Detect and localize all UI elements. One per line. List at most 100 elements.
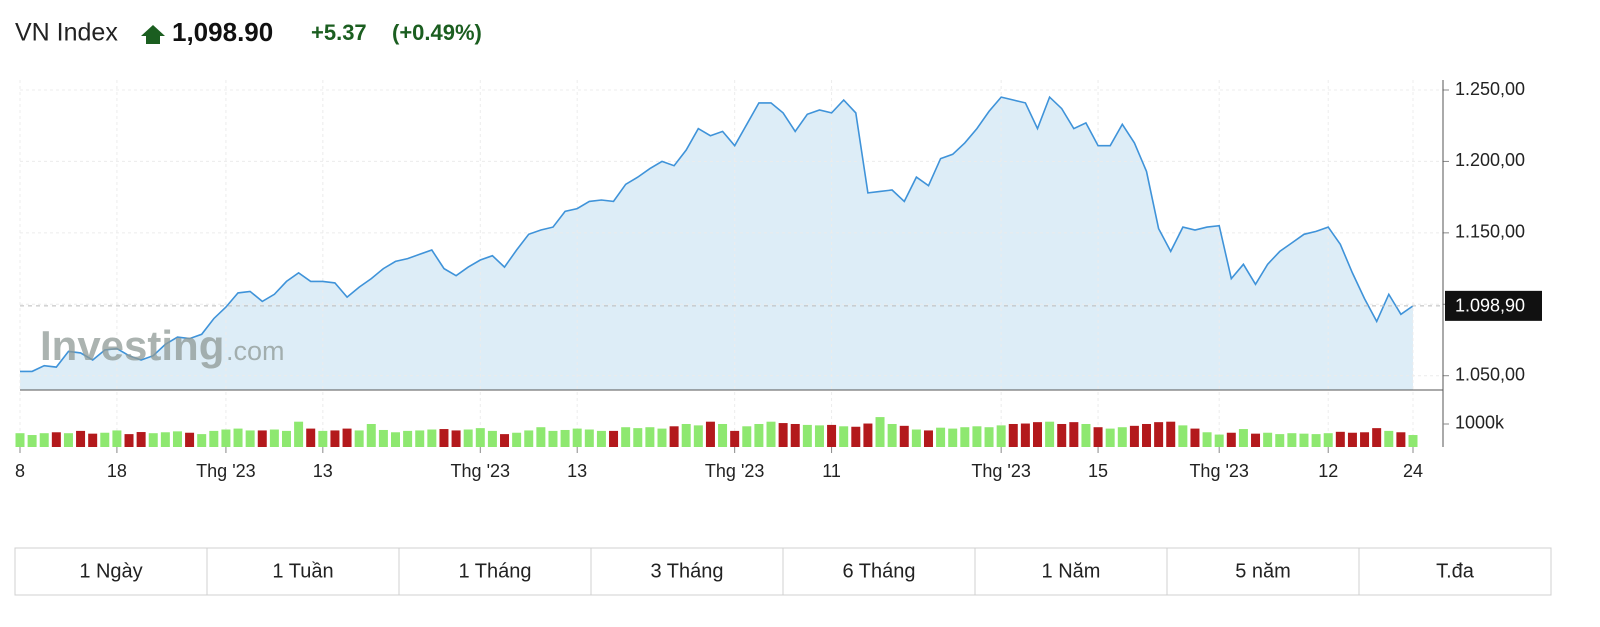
volume-bar [790, 423, 800, 447]
volume-bar [705, 421, 715, 447]
volume-bar [391, 432, 401, 447]
button-frame[interactable] [14, 547, 208, 596]
button-label[interactable]: 6 Tháng [842, 560, 915, 582]
range-button[interactable]: 5 năm [1166, 547, 1360, 596]
range-button[interactable]: T.đa [1358, 547, 1552, 596]
volume-bar [827, 424, 837, 447]
x-tick-label: Thg '23 [1189, 461, 1248, 481]
volume-bar [814, 425, 824, 447]
volume-bar [209, 430, 219, 447]
volume-bar [548, 430, 558, 447]
volume-bar [584, 429, 594, 447]
index-change-percent: (+0.49%) [392, 20, 482, 45]
index-price: 1,098.90 [172, 17, 273, 47]
volume-bar [1396, 432, 1406, 447]
button-label[interactable]: 1 Tháng [458, 560, 531, 582]
volume-bar [996, 425, 1006, 447]
volume-bar [984, 427, 994, 447]
volume-bar [1154, 422, 1164, 447]
button-frame[interactable] [590, 547, 784, 596]
volume-bar [197, 434, 207, 447]
volume-bar [754, 423, 764, 447]
volume-bar [778, 423, 788, 447]
volume-bar [1251, 433, 1261, 447]
watermark-suffix: .com [226, 336, 285, 366]
volume-bar [1335, 431, 1345, 447]
volume-bar [63, 433, 73, 447]
volume-bar [257, 430, 267, 447]
volume-bar [1214, 434, 1224, 447]
price-area [20, 97, 1413, 390]
volume-bar [596, 430, 606, 447]
volume-bar [572, 428, 582, 447]
volume-bar [742, 426, 752, 447]
volume-bar [887, 423, 897, 447]
volume-bar [403, 430, 413, 447]
range-button[interactable]: 1 Tuần [206, 547, 400, 596]
y-tick-label: 1.050,00 [1455, 364, 1525, 384]
volume-bar [609, 430, 619, 447]
last-price-label: 1.098,90 [1455, 296, 1525, 316]
volume-bar [1226, 432, 1236, 447]
x-tick-label: Thg '23 [196, 461, 255, 481]
range-button[interactable]: 1 Năm [974, 547, 1168, 596]
volume-bar [136, 432, 146, 447]
button-frame[interactable] [206, 547, 400, 596]
button-label[interactable]: T.đa [1436, 560, 1475, 582]
button-frame[interactable] [1358, 547, 1552, 596]
volume-bar [269, 429, 279, 447]
range-button[interactable]: 6 Tháng [782, 547, 976, 596]
volume-bar [1178, 425, 1188, 447]
volume-bar [718, 423, 728, 447]
x-tick-label: Thg '23 [705, 461, 764, 481]
button-frame[interactable] [974, 547, 1168, 596]
volume-bar [1190, 428, 1200, 447]
volume-bar [657, 428, 667, 447]
y-tick-label: 1.250,00 [1455, 79, 1525, 99]
volume-bar [1032, 422, 1042, 447]
volume-bar [439, 429, 449, 447]
x-tick-label: Thg '23 [971, 461, 1030, 481]
volume-bar [621, 427, 631, 447]
button-frame[interactable] [782, 547, 976, 596]
volume-bar [633, 428, 643, 447]
button-label[interactable]: 3 Tháng [650, 560, 723, 582]
button-frame[interactable] [1166, 547, 1360, 596]
button-label[interactable]: 1 Năm [1042, 560, 1101, 582]
volume-bar [487, 430, 497, 447]
volume-bar [451, 430, 461, 447]
volume-bar [960, 427, 970, 447]
volume-bar [112, 430, 122, 447]
range-button[interactable]: 1 Ngày [14, 547, 208, 596]
volume-bar [294, 421, 304, 447]
volume-bar [851, 426, 861, 447]
volume-bar [15, 433, 25, 447]
volume-bar [318, 430, 328, 447]
volume-bar [1360, 432, 1370, 447]
range-button[interactable]: 1 Tháng [398, 547, 592, 596]
x-tick-label: 18 [107, 461, 127, 481]
volume-bar [160, 432, 170, 447]
range-button[interactable]: 3 Tháng [590, 547, 784, 596]
volume-bar [645, 427, 655, 447]
volume-bar [1238, 429, 1248, 447]
volume-bar [27, 435, 37, 447]
volume-bar [1020, 423, 1030, 447]
volume-bar [839, 426, 849, 447]
button-label[interactable]: 1 Ngày [79, 560, 142, 582]
button-label[interactable]: 1 Tuần [272, 560, 333, 582]
volume-bar [415, 430, 425, 447]
volume-bar [875, 417, 885, 447]
volume-bar [1323, 433, 1333, 447]
volume-bar [76, 430, 86, 447]
x-tick-label: 15 [1088, 461, 1108, 481]
volume-bar [1263, 432, 1273, 447]
plot-area: 1.050,001.100,001.150,001.200,001.250,00… [15, 79, 1542, 481]
volume-bar [1045, 421, 1055, 447]
x-tick-label: 8 [15, 461, 25, 481]
volume-bar [802, 424, 812, 447]
volume-bar [172, 431, 182, 447]
volume-bar [1081, 423, 1091, 447]
button-label[interactable]: 5 năm [1235, 560, 1291, 582]
volume-bar [427, 429, 437, 447]
